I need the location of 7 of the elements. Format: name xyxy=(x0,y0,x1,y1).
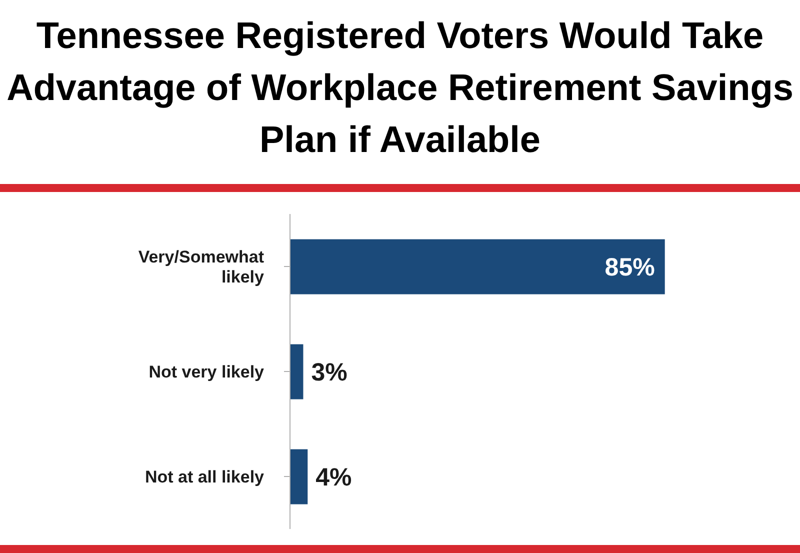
data-label: 85% xyxy=(604,254,655,282)
y-tick-label: Very/Somewhat likely xyxy=(138,248,265,286)
y-tick-label: Not very likely xyxy=(148,362,265,382)
y-tick-label: Not at all likely xyxy=(144,468,265,486)
data-label: 3% xyxy=(311,358,348,387)
chart-title: Tennessee Registered Voters Would Take Advantage of Workplace Retirement Savings Plan if Available xyxy=(6,14,794,162)
data-label: 4% xyxy=(316,464,352,492)
